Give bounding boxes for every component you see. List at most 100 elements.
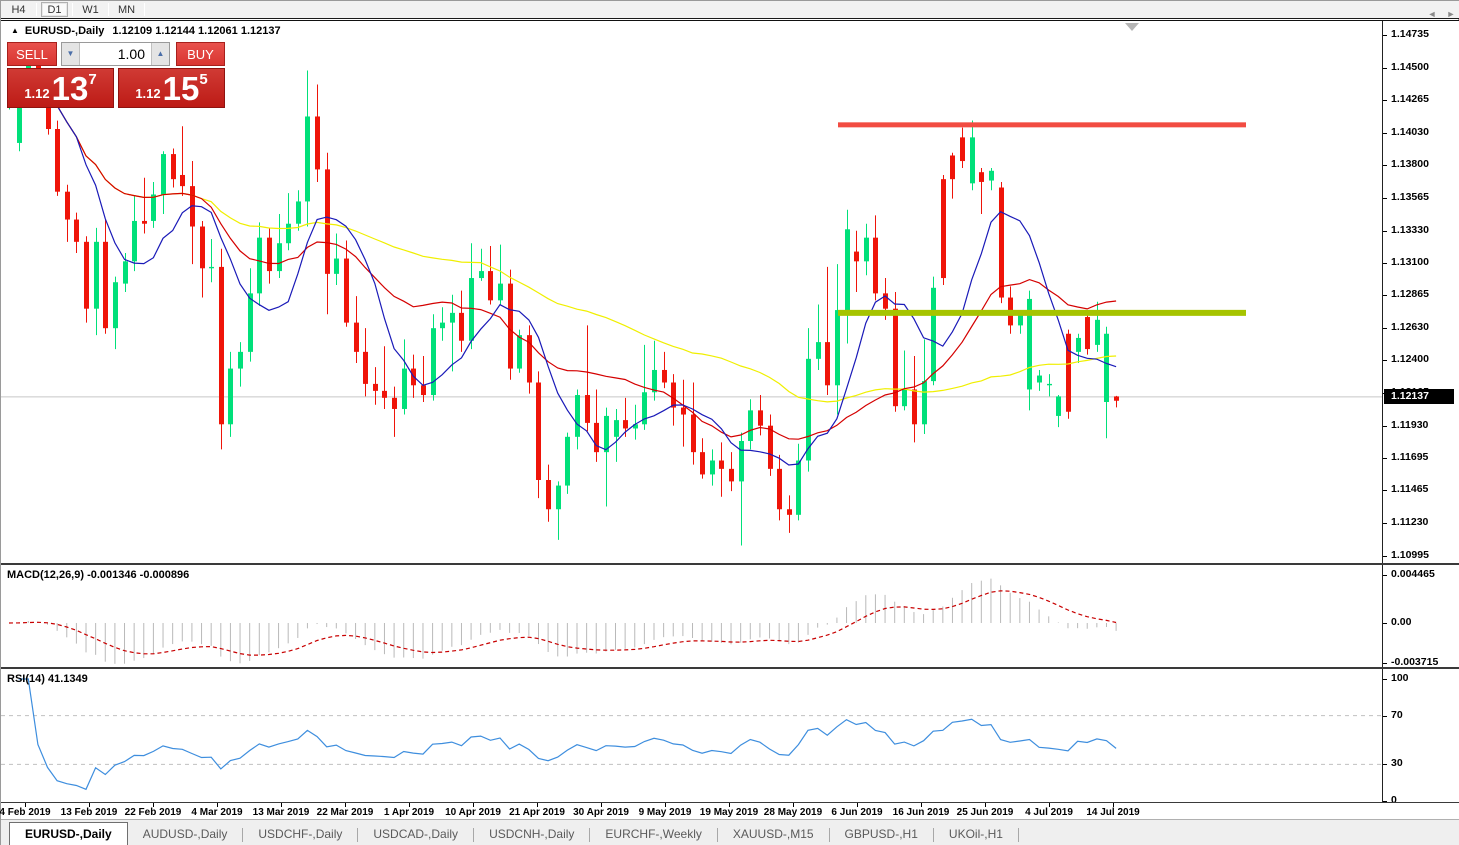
tab-usdcnh-daily[interactable]: USDCNH-,Daily [489, 827, 575, 841]
volume-increase-icon[interactable]: ▲ [152, 43, 169, 65]
price-tick [1383, 490, 1387, 492]
date-axis-label: 28 May 2019 [763, 807, 823, 818]
price-tick [1383, 360, 1387, 362]
tab-scroll-right-icon[interactable]: ► [1444, 7, 1458, 21]
price-axis-label: 1.11465 [1391, 483, 1429, 496]
sell-price-box[interactable]: 1.12 13 7 [7, 68, 114, 108]
date-tick [1049, 803, 1050, 807]
tab-audusd-daily[interactable]: AUDUSD-,Daily [142, 827, 228, 841]
price-tick [1383, 295, 1387, 297]
chart-shift-marker-icon[interactable] [1125, 23, 1139, 31]
price-axis-label: 1.14265 [1391, 93, 1429, 106]
tab-usdchf-daily[interactable]: USDCHF-,Daily [258, 827, 343, 841]
date-tick [537, 803, 538, 807]
price-axis[interactable]: 1.14735 1.14500 1.14265 1.14030 1.13800 1.135… [1383, 21, 1459, 563]
chart-symbol-label: EURUSD-,Daily [24, 25, 105, 37]
date-tick [921, 803, 922, 807]
date-tick [1113, 803, 1114, 807]
date-axis-label: 13 Mar 2019 [252, 807, 310, 818]
tab-gbpusd-h1[interactable]: GBPUSD-,H1 [844, 827, 918, 841]
toolbar-separator [108, 3, 109, 16]
sell-price-main: 13 [51, 70, 89, 107]
timeframe-button-mn[interactable]: MN [117, 4, 136, 16]
price-axis-label: 1.12865 [1391, 288, 1429, 301]
price-tick [1383, 328, 1387, 330]
tab-ukoil-h1[interactable]: UKOil-,H1 [948, 827, 1003, 841]
rsi-axis: 100 70 30 0 [1383, 669, 1459, 806]
macd-tick [1383, 575, 1387, 576]
volume-decrease-icon[interactable]: ▼ [62, 43, 79, 65]
price-tick [1383, 425, 1387, 427]
rsi-axis-label: 100 [1391, 672, 1409, 684]
date-tick [985, 803, 986, 807]
tab-separator [242, 828, 244, 842]
tab-separator [932, 828, 934, 842]
date-tick [153, 803, 154, 807]
macd-tick [1383, 663, 1387, 664]
date-tick [345, 803, 346, 807]
price-tick [1383, 35, 1387, 36]
macd-chart[interactable] [1, 565, 1382, 667]
price-axis-divider [1382, 21, 1383, 563]
price-axis-label: 1.13565 [1391, 190, 1429, 203]
rsi-axis-label: 0 [1391, 794, 1397, 806]
price-axis-label: 1.13330 [1391, 223, 1429, 236]
date-axis-label: 6 Jun 2019 [831, 807, 883, 818]
chart-tab-bar: EURUSD-,Daily AUDUSD-,Daily USDCHF-,Daily U… [1, 819, 1459, 845]
tab-eurusd-daily[interactable]: EURUSD-,Daily [9, 822, 128, 845]
tab-separator [473, 828, 475, 842]
price-tick [1383, 230, 1387, 232]
tab-separator [1017, 828, 1019, 842]
sell-price-prefix: 1.12 [24, 86, 50, 101]
date-axis-label: 19 May 2019 [699, 807, 759, 818]
date-axis-label: 4 Jul 2019 [1025, 807, 1073, 818]
date-tick [793, 803, 794, 807]
price-axis-label: 1.11930 [1391, 418, 1429, 431]
date-tick [409, 803, 410, 807]
chart-title: ▲ EURUSD-,Daily 1.12109 1.12144 1.12061 1.… [11, 25, 281, 37]
timeframe-button-d1[interactable]: D1 [41, 2, 68, 17]
candlestick-chart[interactable] [1, 21, 1382, 564]
price-axis-label: 1.13800 [1391, 158, 1429, 171]
rsi-tick [1383, 764, 1387, 766]
date-axis-label: 4 Mar 2019 [191, 807, 243, 818]
macd-axis-label: 0.004465 [1391, 568, 1435, 580]
date-axis-label: 21 Apr 2019 [509, 807, 565, 818]
rsi-indicator-panel: RSI(14) 41.1349 100 70 30 0 [1, 667, 1459, 806]
rsi-tick [1383, 801, 1387, 802]
buy-price-prefix: 1.12 [135, 86, 161, 101]
tab-usdcad-daily[interactable]: USDCAD-,Daily [373, 827, 459, 841]
price-axis-label: 1.14735 [1391, 28, 1429, 40]
sell-button[interactable]: SELL [7, 42, 57, 66]
date-axis[interactable]: 4 Feb 2019 13 Feb 2019 22 Feb 2019 4 Mar 20… [0, 802, 1459, 819]
volume-spinner: ▼ ▲ [61, 42, 170, 66]
macd-label: MACD(12,26,9) -0.001346 -0.000896 [7, 569, 190, 581]
date-tick [281, 803, 282, 807]
price-tick [1383, 523, 1387, 525]
tab-xauusd-m15[interactable]: XAUUSD-,M15 [732, 827, 814, 841]
tab-separator [357, 828, 359, 842]
tab-separator [716, 828, 718, 842]
tab-scroll-left-icon[interactable]: ◄ [1425, 7, 1439, 21]
rsi-chart[interactable] [1, 669, 1382, 802]
timeframe-button-h4[interactable]: H4 [11, 4, 26, 16]
rsi-tick [1383, 715, 1387, 717]
tab-eurchf-weekly[interactable]: EURCHF-,Weekly [605, 827, 702, 841]
toolbar-separator [144, 3, 145, 16]
buy-button[interactable]: BUY [176, 42, 225, 66]
date-tick [729, 803, 730, 807]
sell-price-pip: 7 [88, 71, 97, 88]
volume-input[interactable] [79, 43, 152, 65]
date-tick [665, 803, 666, 807]
chart-ohlc-values: 1.12109 1.12144 1.12061 1.12137 [112, 25, 281, 37]
date-axis-label: 30 Apr 2019 [573, 807, 629, 818]
tab-separator [828, 828, 830, 842]
price-axis-label: 1.12630 [1391, 321, 1429, 334]
price-axis-label: 1.11695 [1391, 451, 1429, 464]
chart-collapse-icon[interactable]: ▲ [11, 26, 19, 35]
timeframe-button-w1[interactable]: W1 [82, 4, 99, 16]
tab-separator [589, 828, 591, 842]
price-axis-label: 1.11230 [1391, 516, 1429, 529]
price-tick [1383, 197, 1387, 199]
buy-price-box[interactable]: 1.12 15 5 [118, 68, 225, 108]
